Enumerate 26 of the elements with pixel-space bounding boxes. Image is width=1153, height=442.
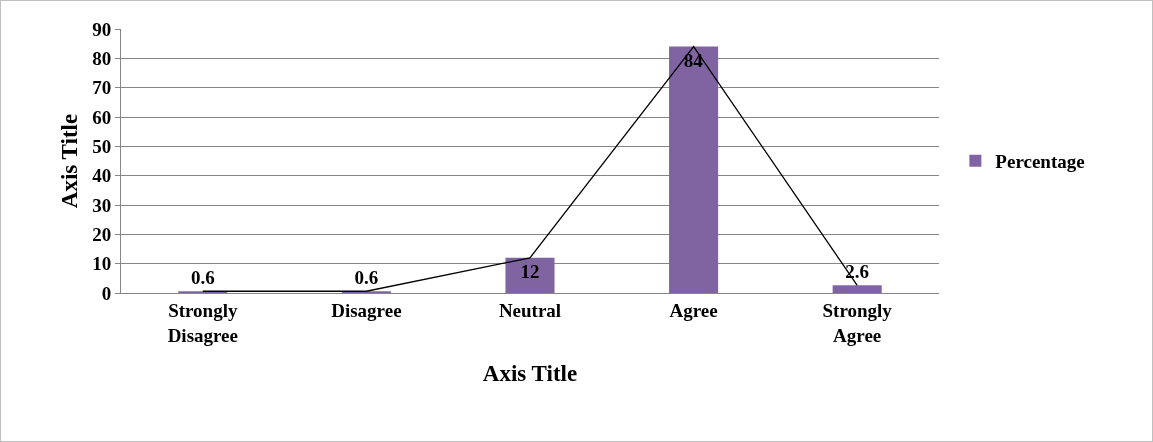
y-tick-label: 40 <box>92 165 112 187</box>
y-tick-label: 80 <box>92 47 112 69</box>
y-tick-label: 10 <box>92 253 112 275</box>
bar <box>832 285 882 293</box>
legend-label: Percentage <box>995 151 1085 173</box>
data-label: 2.6 <box>845 261 870 283</box>
y-tick-label: 90 <box>92 18 112 40</box>
x-tick-label: Agree <box>669 299 718 321</box>
bar <box>669 46 719 293</box>
data-label: 84 <box>683 49 704 71</box>
y-tick-label: 50 <box>92 135 112 157</box>
x-tick-label: Neutral <box>498 299 562 321</box>
x-tick-label: Strongly Agree <box>822 299 893 346</box>
data-label: 0.6 <box>190 267 215 289</box>
y-axis-title: Axis Title <box>56 113 82 209</box>
y-tick-label: 70 <box>92 77 112 99</box>
bar <box>505 257 555 293</box>
data-label: 12 <box>520 260 540 282</box>
y-tick-label: 60 <box>92 106 112 128</box>
y-tick-label: 0 <box>101 282 112 304</box>
x-tick-label: Disagree <box>331 299 402 321</box>
x-axis-title: Axis Title <box>482 361 578 387</box>
y-tick-label: 20 <box>92 223 112 245</box>
data-label: 0.6 <box>354 267 379 289</box>
y-tick-label: 30 <box>92 194 112 216</box>
x-tick-label: Strongly Disagree <box>167 299 238 346</box>
